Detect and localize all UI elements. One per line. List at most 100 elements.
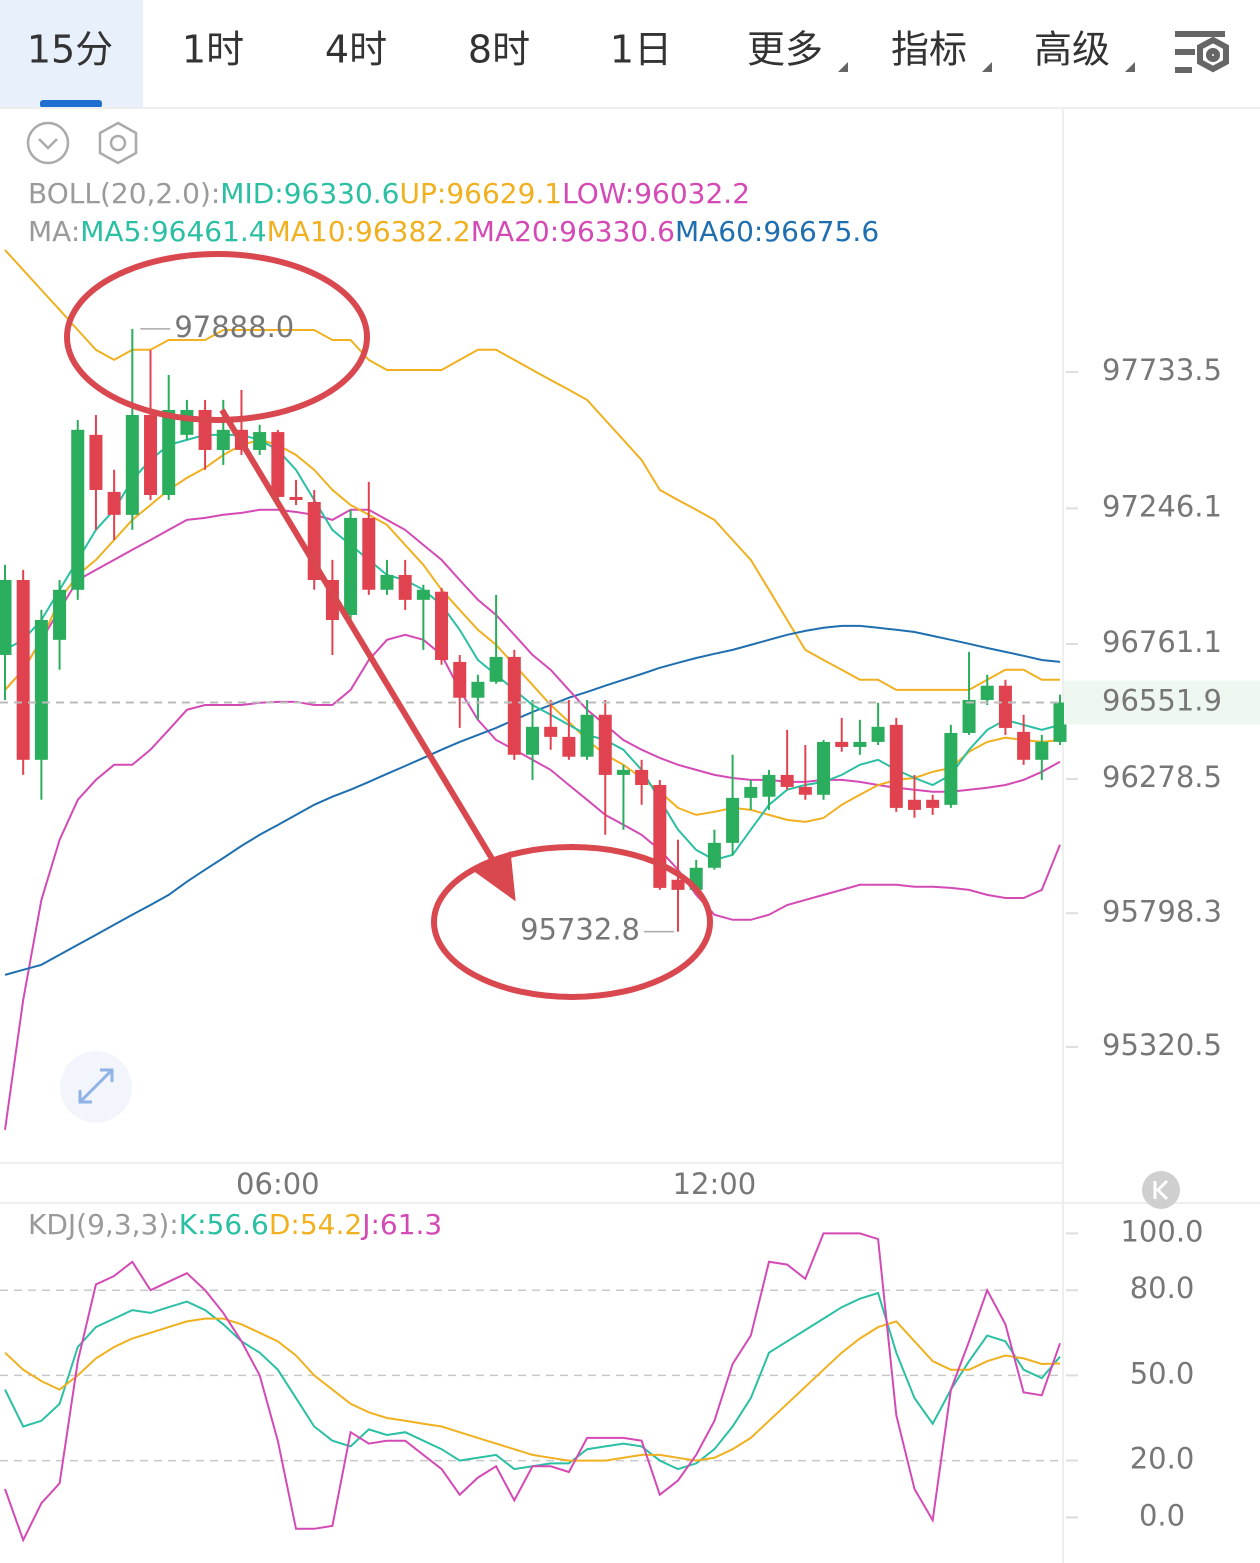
candle-body xyxy=(580,714,594,757)
y-tick-label: 0.0 xyxy=(1139,1498,1185,1532)
candle-body xyxy=(1053,702,1067,742)
kdj-line xyxy=(4,1317,1061,1462)
collapse-icon[interactable] xyxy=(26,121,70,165)
candle-body xyxy=(453,661,467,698)
arrow-head xyxy=(474,851,516,902)
candle-body xyxy=(1035,741,1049,760)
candle-body xyxy=(398,574,412,600)
high-label: 97888.0 xyxy=(174,310,294,344)
arrow-line xyxy=(219,408,503,874)
x-tick-label: 06:00 xyxy=(236,1167,320,1201)
candle-body xyxy=(344,517,358,615)
candle-body xyxy=(180,409,194,435)
y-tick-label: 96278.5 xyxy=(1102,760,1222,794)
indicator-line xyxy=(4,438,1061,823)
reset-icon[interactable] xyxy=(1142,1171,1180,1209)
y-tick-label: 20.0 xyxy=(1130,1442,1195,1476)
legend-entry: MA5:96461.4 xyxy=(80,215,266,248)
candle-body xyxy=(53,589,67,640)
candle-body xyxy=(380,574,394,590)
y-tick-label: 97246.1 xyxy=(1102,489,1222,523)
candle-body xyxy=(362,517,376,590)
y-tick-label: 50.0 xyxy=(1130,1356,1195,1390)
legend-entry: MA: xyxy=(28,215,80,248)
candle-body xyxy=(653,784,667,888)
legend: MA:MA5:96461.4MA10:96382.2MA20:96330.6MA… xyxy=(28,215,879,248)
candle-body xyxy=(253,432,267,450)
candle-body xyxy=(544,726,558,737)
tab[interactable]: 4时 xyxy=(325,28,387,72)
legend-entry: MID:96330.6 xyxy=(220,177,399,210)
last-price-band xyxy=(1064,680,1260,725)
candle-body xyxy=(144,414,158,495)
candle-body xyxy=(34,619,48,760)
y-tick-label: 80.0 xyxy=(1130,1271,1195,1305)
y-tick-label: 100.0 xyxy=(1120,1214,1203,1248)
candle-body xyxy=(125,414,139,515)
candle-body xyxy=(762,774,776,797)
candle-body xyxy=(998,685,1012,728)
indicator-line xyxy=(4,249,1060,691)
candle-body xyxy=(707,842,721,868)
legend-entry: UP:96629.1 xyxy=(400,177,563,210)
candle-body xyxy=(471,681,485,698)
legend-entry: J:61.3 xyxy=(360,1208,442,1241)
candle-body xyxy=(980,685,994,700)
tab[interactable]: 15分 xyxy=(27,28,113,72)
candle-body xyxy=(89,434,103,490)
candle-body xyxy=(162,409,176,495)
candle-body xyxy=(0,579,12,655)
kdj-line xyxy=(4,1232,1061,1543)
candle-body xyxy=(726,797,740,843)
legend: BOLL(20,2.0):MID:96330.6UP:96629.1LOW:96… xyxy=(28,177,750,210)
candle-body xyxy=(780,774,794,787)
low-label: 95732.8 xyxy=(520,913,640,947)
kdj-pane: KDJ(9,3,3):K:56.6D:54.2J:61.3 100.0 80.0 50… xyxy=(0,1208,1204,1543)
candle-body xyxy=(853,741,867,747)
expand-icon[interactable] xyxy=(60,1051,132,1123)
legend-entry: KDJ(9,3,3): xyxy=(28,1208,179,1241)
candle-body xyxy=(798,786,812,795)
tab-indicator xyxy=(40,100,102,108)
candle-body xyxy=(671,879,685,890)
legend-entry: K:56.6 xyxy=(179,1208,269,1241)
highlight-circle xyxy=(431,844,713,1000)
candle-body xyxy=(616,769,630,775)
candle-body xyxy=(562,736,576,757)
dropdown-arrow xyxy=(838,62,848,72)
legend-entry: MA10:96382.2 xyxy=(267,215,471,248)
legend-entry: LOW:96032.2 xyxy=(562,177,750,210)
candle-body xyxy=(198,409,212,450)
tab[interactable]: 8时 xyxy=(468,28,530,72)
legend-entry: MA60:96675.6 xyxy=(675,215,879,248)
candle-body xyxy=(635,769,649,785)
user-annotations xyxy=(64,251,713,1000)
candle-body xyxy=(507,656,521,755)
legend: KDJ(9,3,3):K:56.6D:54.2J:61.3 xyxy=(28,1208,442,1241)
tab[interactable]: 高级 xyxy=(1034,28,1110,72)
candle-body xyxy=(835,741,849,747)
candle-body xyxy=(526,726,539,755)
highlight-circle xyxy=(64,251,370,423)
settings-hex-icon[interactable] xyxy=(98,121,138,165)
tab[interactable]: 指标 xyxy=(891,28,967,72)
candle-body xyxy=(744,786,758,798)
candle-body xyxy=(16,579,30,760)
candle-body xyxy=(416,589,430,600)
candle-body xyxy=(598,714,612,775)
indicator-line xyxy=(4,508,1061,793)
candle-body xyxy=(871,726,885,742)
candle-body xyxy=(817,741,831,795)
candle-body xyxy=(907,799,921,810)
legend-entry: BOLL(20,2.0): xyxy=(28,177,220,210)
dropdown-arrow xyxy=(982,62,992,72)
tab[interactable]: 1时 xyxy=(182,28,244,72)
settings-icon[interactable] xyxy=(1175,31,1229,73)
legend-entry: MA20:96330.6 xyxy=(471,215,675,248)
tab[interactable]: 更多 xyxy=(747,28,823,72)
tab[interactable]: 1日 xyxy=(610,28,672,72)
dropdown-arrow xyxy=(1125,62,1135,72)
candle-body xyxy=(289,496,303,501)
candle-body xyxy=(107,491,121,515)
